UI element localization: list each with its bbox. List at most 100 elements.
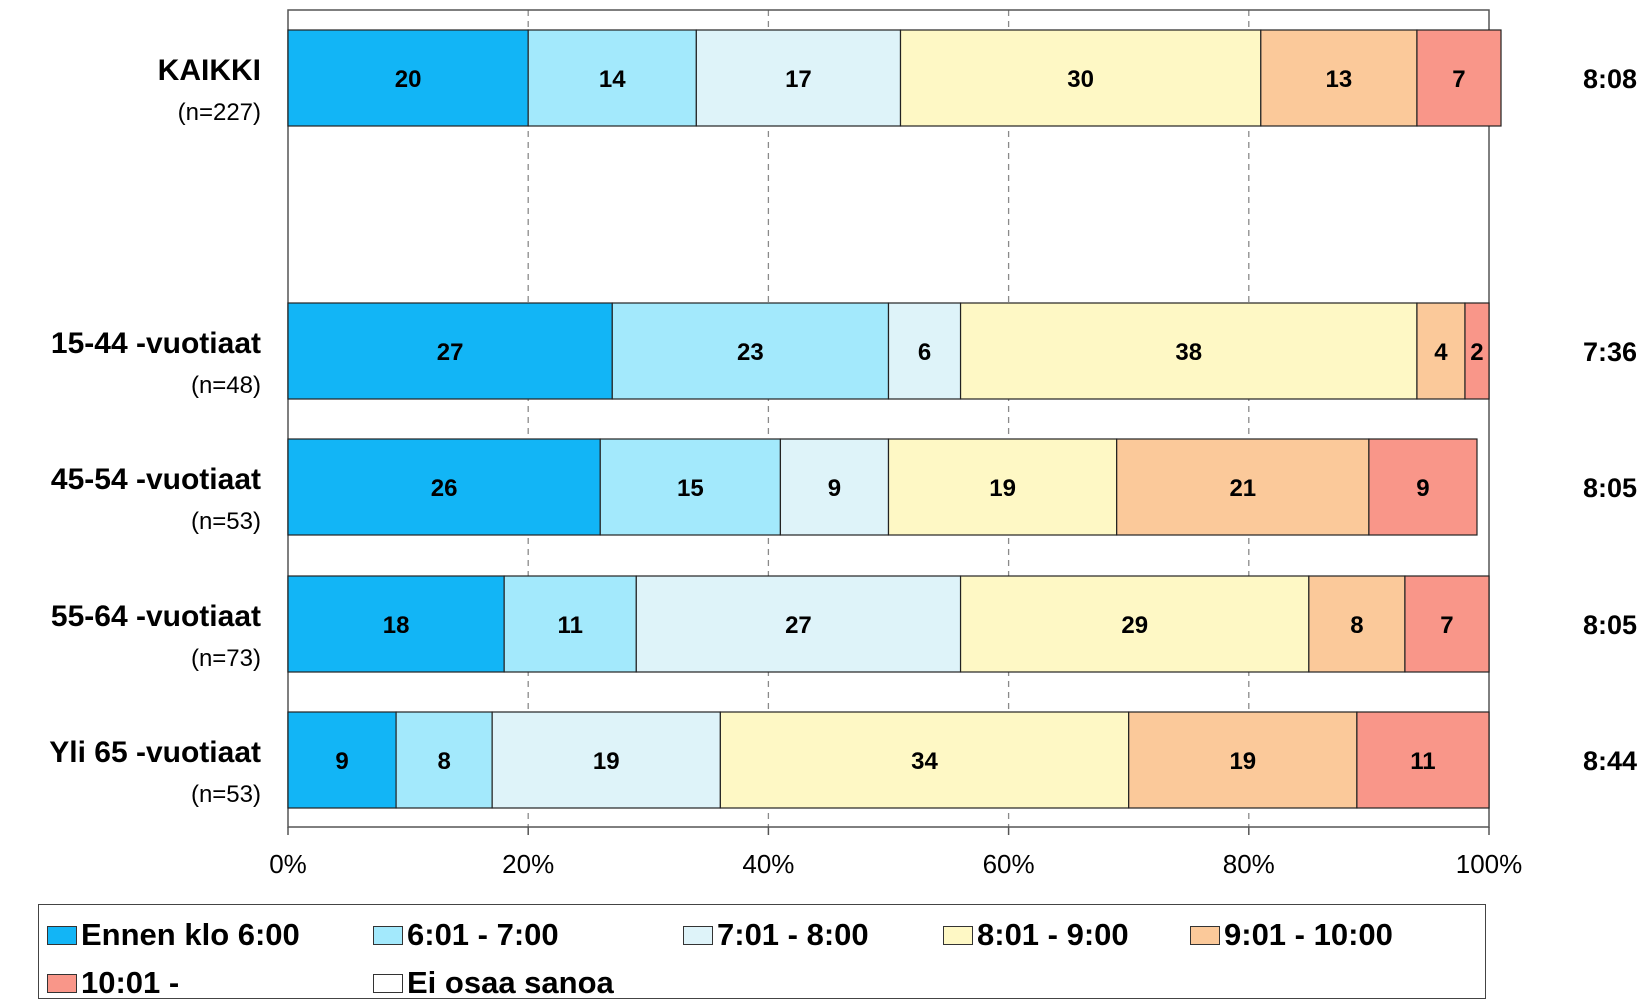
bar-segment <box>1260 29 1418 127</box>
bars: 20 14 17 30 13 7 27 23 6 38 4 2 26 15 9 19 21 9 18 11 27 29 8 7… <box>287 29 1502 809</box>
bar-segment <box>287 575 505 673</box>
legend-item: Ennen klo 6:00 <box>47 917 300 953</box>
legend-label: Ennen klo 6:00 <box>81 917 300 952</box>
bar-segment <box>287 302 613 400</box>
legend-label: Ei osaa sanoa <box>407 965 614 1000</box>
bar-segment <box>287 29 529 127</box>
legend-label: 8:01 - 9:00 <box>977 917 1129 952</box>
segment-value-label: 14 <box>599 66 626 93</box>
segment-value-label: 18 <box>383 612 410 639</box>
bar-segment <box>1464 302 1490 400</box>
segment-value-label: 17 <box>785 66 812 93</box>
x-tick-label: 60% <box>983 849 1035 879</box>
category-label: Yli 65 -vuotiaat <box>49 736 261 769</box>
segment-value-label: 30 <box>1067 66 1094 93</box>
bar-segment <box>887 438 1118 536</box>
x-tick-label: 40% <box>742 849 794 879</box>
x-tick-labels: 0% 20% 40% 60% 80% 100% <box>269 849 1522 879</box>
bar-segment <box>491 711 721 809</box>
category-label: 55-64 -vuotiaat <box>51 600 261 633</box>
segment-value-label: 34 <box>911 748 938 775</box>
bar-segment <box>899 29 1262 127</box>
legend-swatch <box>373 925 403 945</box>
legend-swatch <box>1190 925 1220 945</box>
legend-label: 9:01 - 10:00 <box>1224 917 1393 952</box>
legend-swatch <box>943 925 973 945</box>
category-labels: KAIKKI (n=227) 8:08 15-44 -vuotiaat (n=48) 7:… <box>49 54 1637 808</box>
category-n-label: (n=73) <box>191 645 261 672</box>
bar-segment <box>959 302 1418 400</box>
average-time-label: 8:44 <box>1583 746 1637 776</box>
segment-value-label: 29 <box>1121 612 1148 639</box>
x-tick-label: 20% <box>502 849 554 879</box>
legend-item: 7:01 - 8:00 <box>683 917 869 953</box>
legend-item: 8:01 - 9:00 <box>943 917 1129 953</box>
segment-value-label: 15 <box>677 475 704 502</box>
segment-value-label: 6 <box>918 339 931 366</box>
segment-value-label: 4 <box>1434 339 1448 366</box>
x-tick-label: 80% <box>1223 849 1275 879</box>
segment-value-label: 9 <box>828 475 841 502</box>
category-label: 15-44 -vuotiaat <box>51 327 261 360</box>
segment-value-label: 19 <box>593 748 620 775</box>
x-tick-label: 0% <box>269 849 307 879</box>
legend-item: 10:01 - <box>47 965 179 1001</box>
bar-segment <box>1368 438 1478 536</box>
average-time-label: 7:36 <box>1583 337 1637 367</box>
category-n-label: (n=227) <box>178 99 261 126</box>
segment-value-label: 38 <box>1175 339 1202 366</box>
legend-item: 9:01 - 10:00 <box>1190 917 1393 953</box>
legend-swatch <box>373 973 403 993</box>
segment-value-label: 9 <box>335 748 348 775</box>
bar-segment <box>599 438 782 536</box>
bar-segment <box>1356 711 1490 809</box>
legend: Ennen klo 6:00 6:01 - 7:00 7:01 - 8:00 8:01… <box>38 904 1486 1001</box>
legend-item: Ei osaa sanoa <box>373 965 614 1001</box>
legend-label: 6:01 - 7:00 <box>407 917 559 952</box>
bar-segment <box>1404 575 1490 673</box>
bar-segment <box>779 438 890 536</box>
category-n-label: (n=53) <box>191 508 261 535</box>
plot-frame <box>287 9 1490 828</box>
segment-value-label: 21 <box>1229 475 1256 502</box>
category-label: 45-54 -vuotiaat <box>51 463 261 496</box>
average-time-label: 8:05 <box>1583 473 1637 503</box>
bar-segment <box>1128 711 1358 809</box>
legend-swatch <box>683 925 713 945</box>
segment-value-label: 2 <box>1470 339 1483 366</box>
category-n-label: (n=48) <box>191 372 261 399</box>
segment-value-label: 7 <box>1440 612 1453 639</box>
bar-segment <box>395 711 493 809</box>
segment-value-label: 27 <box>437 339 464 366</box>
bar-segment <box>527 29 697 127</box>
axes <box>287 9 1490 835</box>
segment-value-label: 23 <box>737 339 764 366</box>
segment-value-label: 9 <box>1416 475 1429 502</box>
average-time-label: 8:08 <box>1583 64 1637 94</box>
segment-value-label: 20 <box>395 66 422 93</box>
segment-value-label: 19 <box>1229 748 1256 775</box>
bar-segment <box>287 438 601 536</box>
segment-value-label: 8 <box>1350 612 1363 639</box>
legend-swatch <box>47 973 77 993</box>
legend-swatch <box>47 925 77 945</box>
segment-value-label: 26 <box>431 475 458 502</box>
segment-value-label: 13 <box>1326 66 1353 93</box>
bar-segment <box>1416 29 1502 127</box>
bar-segment <box>1308 575 1406 673</box>
bar-segment <box>503 575 637 673</box>
bar-segment <box>611 302 890 400</box>
bar-segment <box>287 711 397 809</box>
bar-segment <box>695 29 902 127</box>
segment-value-label: 19 <box>989 475 1016 502</box>
gridlines <box>527 10 1250 827</box>
segment-value-label: 27 <box>785 612 812 639</box>
bar-segment <box>635 575 962 673</box>
bar-segment <box>1116 438 1370 536</box>
bar-segment <box>1416 302 1466 400</box>
legend-label: 10:01 - <box>81 965 180 1000</box>
segment-value-label: 7 <box>1452 66 1465 93</box>
legend-item: 6:01 - 7:00 <box>373 917 559 953</box>
category-n-label: (n=53) <box>191 781 261 808</box>
legend-label: 7:01 - 8:00 <box>717 917 869 952</box>
